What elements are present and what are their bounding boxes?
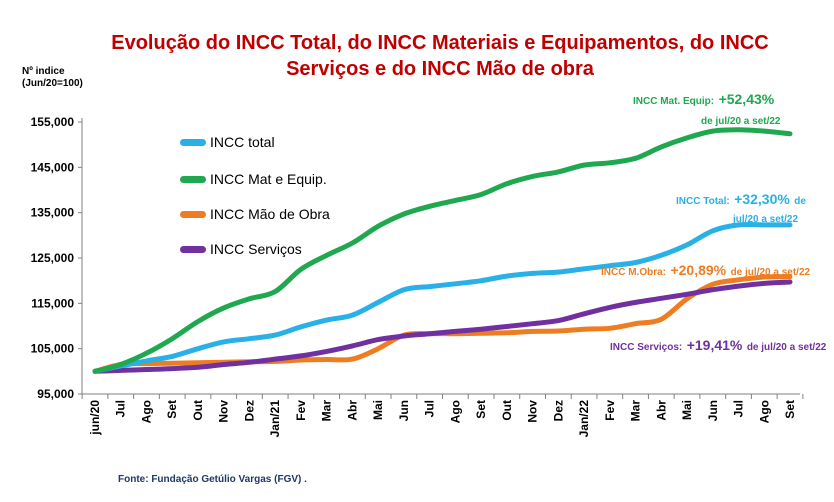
chart-title-line1: Evolução do INCC Total, do INCC Materiai… — [111, 32, 769, 54]
x-tick-label: Set — [474, 400, 488, 419]
x-tick-label: Jun — [706, 400, 720, 421]
x-tick-label: Set — [165, 400, 179, 419]
legend-swatch-serv — [180, 245, 206, 253]
legend-label-serv: INCC Serviços — [210, 241, 302, 257]
axes-group: 95,000 105,000 115,000 125,000 135,000 145,00… — [31, 115, 804, 438]
annotation-mat-period: de jul/20 a set/22 — [701, 116, 781, 127]
annotation-total-period-box: jul/20 a set/22 — [733, 209, 798, 227]
annotation-mo-period: de jul/20 a set/22 — [730, 267, 811, 278]
series-line-incc-m-o-de-obra — [92, 274, 793, 374]
x-tick-label: Jul — [732, 400, 746, 417]
legend-swatch-mo — [180, 210, 206, 218]
legend-label-mo: INCC Mão de Obra — [210, 206, 330, 222]
annotation-mo-value: +20,89% — [670, 262, 727, 278]
x-tick-label: Dez — [551, 400, 565, 421]
legend-item-total: INCC total — [180, 134, 275, 150]
x-tick-label: Mar — [629, 400, 643, 422]
y-tick-label: 135,000 — [31, 206, 75, 220]
y-axis-label: Nº indice (Jun/20=100) — [22, 66, 83, 90]
y-axis-label-line2: (Jun/20=100) — [22, 78, 83, 89]
x-tick-label: Set — [783, 400, 797, 419]
annotation-mat-value: +52,43% — [718, 91, 775, 107]
x-tick-label: Jul — [114, 400, 128, 417]
annotation-serv: INCC Serviços: +19,41% de jul/20 a set/2… — [610, 337, 826, 355]
x-tick-label: Mai — [371, 400, 385, 420]
x-tick-label: Fev — [603, 400, 617, 421]
legend-item-mat: INCC Mat e Equip. — [180, 171, 327, 187]
series-line-incc-total — [92, 221, 793, 374]
series-line-incc-servi-os — [92, 279, 793, 374]
x-tick-label: Abr — [654, 400, 668, 421]
annotation-total: INCC Total: +32,30% de — [676, 191, 806, 209]
y-tick-label: 115,000 — [31, 296, 74, 310]
y-tick-label: 105,000 — [31, 342, 75, 356]
x-tick-label: Out — [500, 400, 514, 421]
x-tick-label: Nov — [526, 400, 540, 423]
legend-label-total: INCC total — [210, 134, 275, 150]
annotation-total-de: de — [794, 196, 806, 207]
legend-swatch-mat — [180, 175, 206, 183]
x-tick-label: Ago — [139, 400, 153, 423]
y-tick-label: 155,000 — [31, 115, 75, 129]
y-tick-label: 145,000 — [31, 160, 75, 174]
x-tick-label: jun/20 — [88, 400, 102, 436]
legend-item-mo: INCC Mão de Obra — [180, 206, 330, 222]
y-tick-label: 95,000 — [37, 387, 74, 401]
x-tick-label: Jul — [423, 400, 437, 417]
x-tick-label: Fev — [294, 400, 308, 421]
legend-item-serv: INCC Serviços — [180, 241, 302, 257]
annotation-total-period: jul/20 a set/22 — [733, 214, 799, 225]
x-tick-label: Mai — [680, 400, 694, 420]
series-group — [92, 127, 793, 374]
annotation-mat: INCC Mat. Equip: +52,43% — [633, 91, 774, 109]
annotation-mat-period-box: de jul/20 a set/22 — [701, 111, 781, 129]
x-tick-label: Out — [191, 400, 205, 421]
annotation-serv-name: INCC Serviços: — [610, 342, 683, 353]
y-axis-label-line1: Nº indice — [22, 66, 65, 77]
y-tick-label: 125,000 — [31, 251, 75, 265]
x-tick-label: Ago — [757, 400, 771, 423]
legend-label-mat: INCC Mat e Equip. — [210, 171, 327, 187]
annotation-total-value: +32,30% — [734, 191, 790, 207]
x-tick-label: Jan/21 — [268, 400, 282, 438]
series-line-incc-mat-e-equip — [92, 127, 793, 374]
chart-title-line2: Serviços e do INCC Mão de obra — [286, 58, 594, 80]
x-tick-label: Jun — [397, 400, 411, 421]
legend-swatch-total — [180, 138, 206, 146]
x-tick-label: Dez — [242, 400, 256, 421]
x-tick-label: Jan/22 — [577, 400, 591, 438]
annotation-total-name: INCC Total: — [676, 196, 730, 207]
annotation-serv-period: de jul/20 a set/22 — [746, 342, 827, 353]
annotation-mat-name: INCC Mat. Equip: — [633, 96, 715, 107]
annotation-serv-value: +19,41% — [686, 337, 743, 353]
x-tick-label: Mar — [320, 400, 334, 422]
source-note: Fonte: Fundação Getúlio Vargas (FGV) . — [118, 474, 307, 485]
annotation-mo: INCC M.Obra: +20,89% de jul/20 a set/22 — [601, 262, 810, 280]
x-tick-label: Ago — [448, 400, 462, 423]
x-tick-label: Abr — [345, 400, 359, 421]
annotation-mo-name: INCC M.Obra: — [601, 267, 666, 278]
x-tick-label: Nov — [217, 400, 231, 423]
